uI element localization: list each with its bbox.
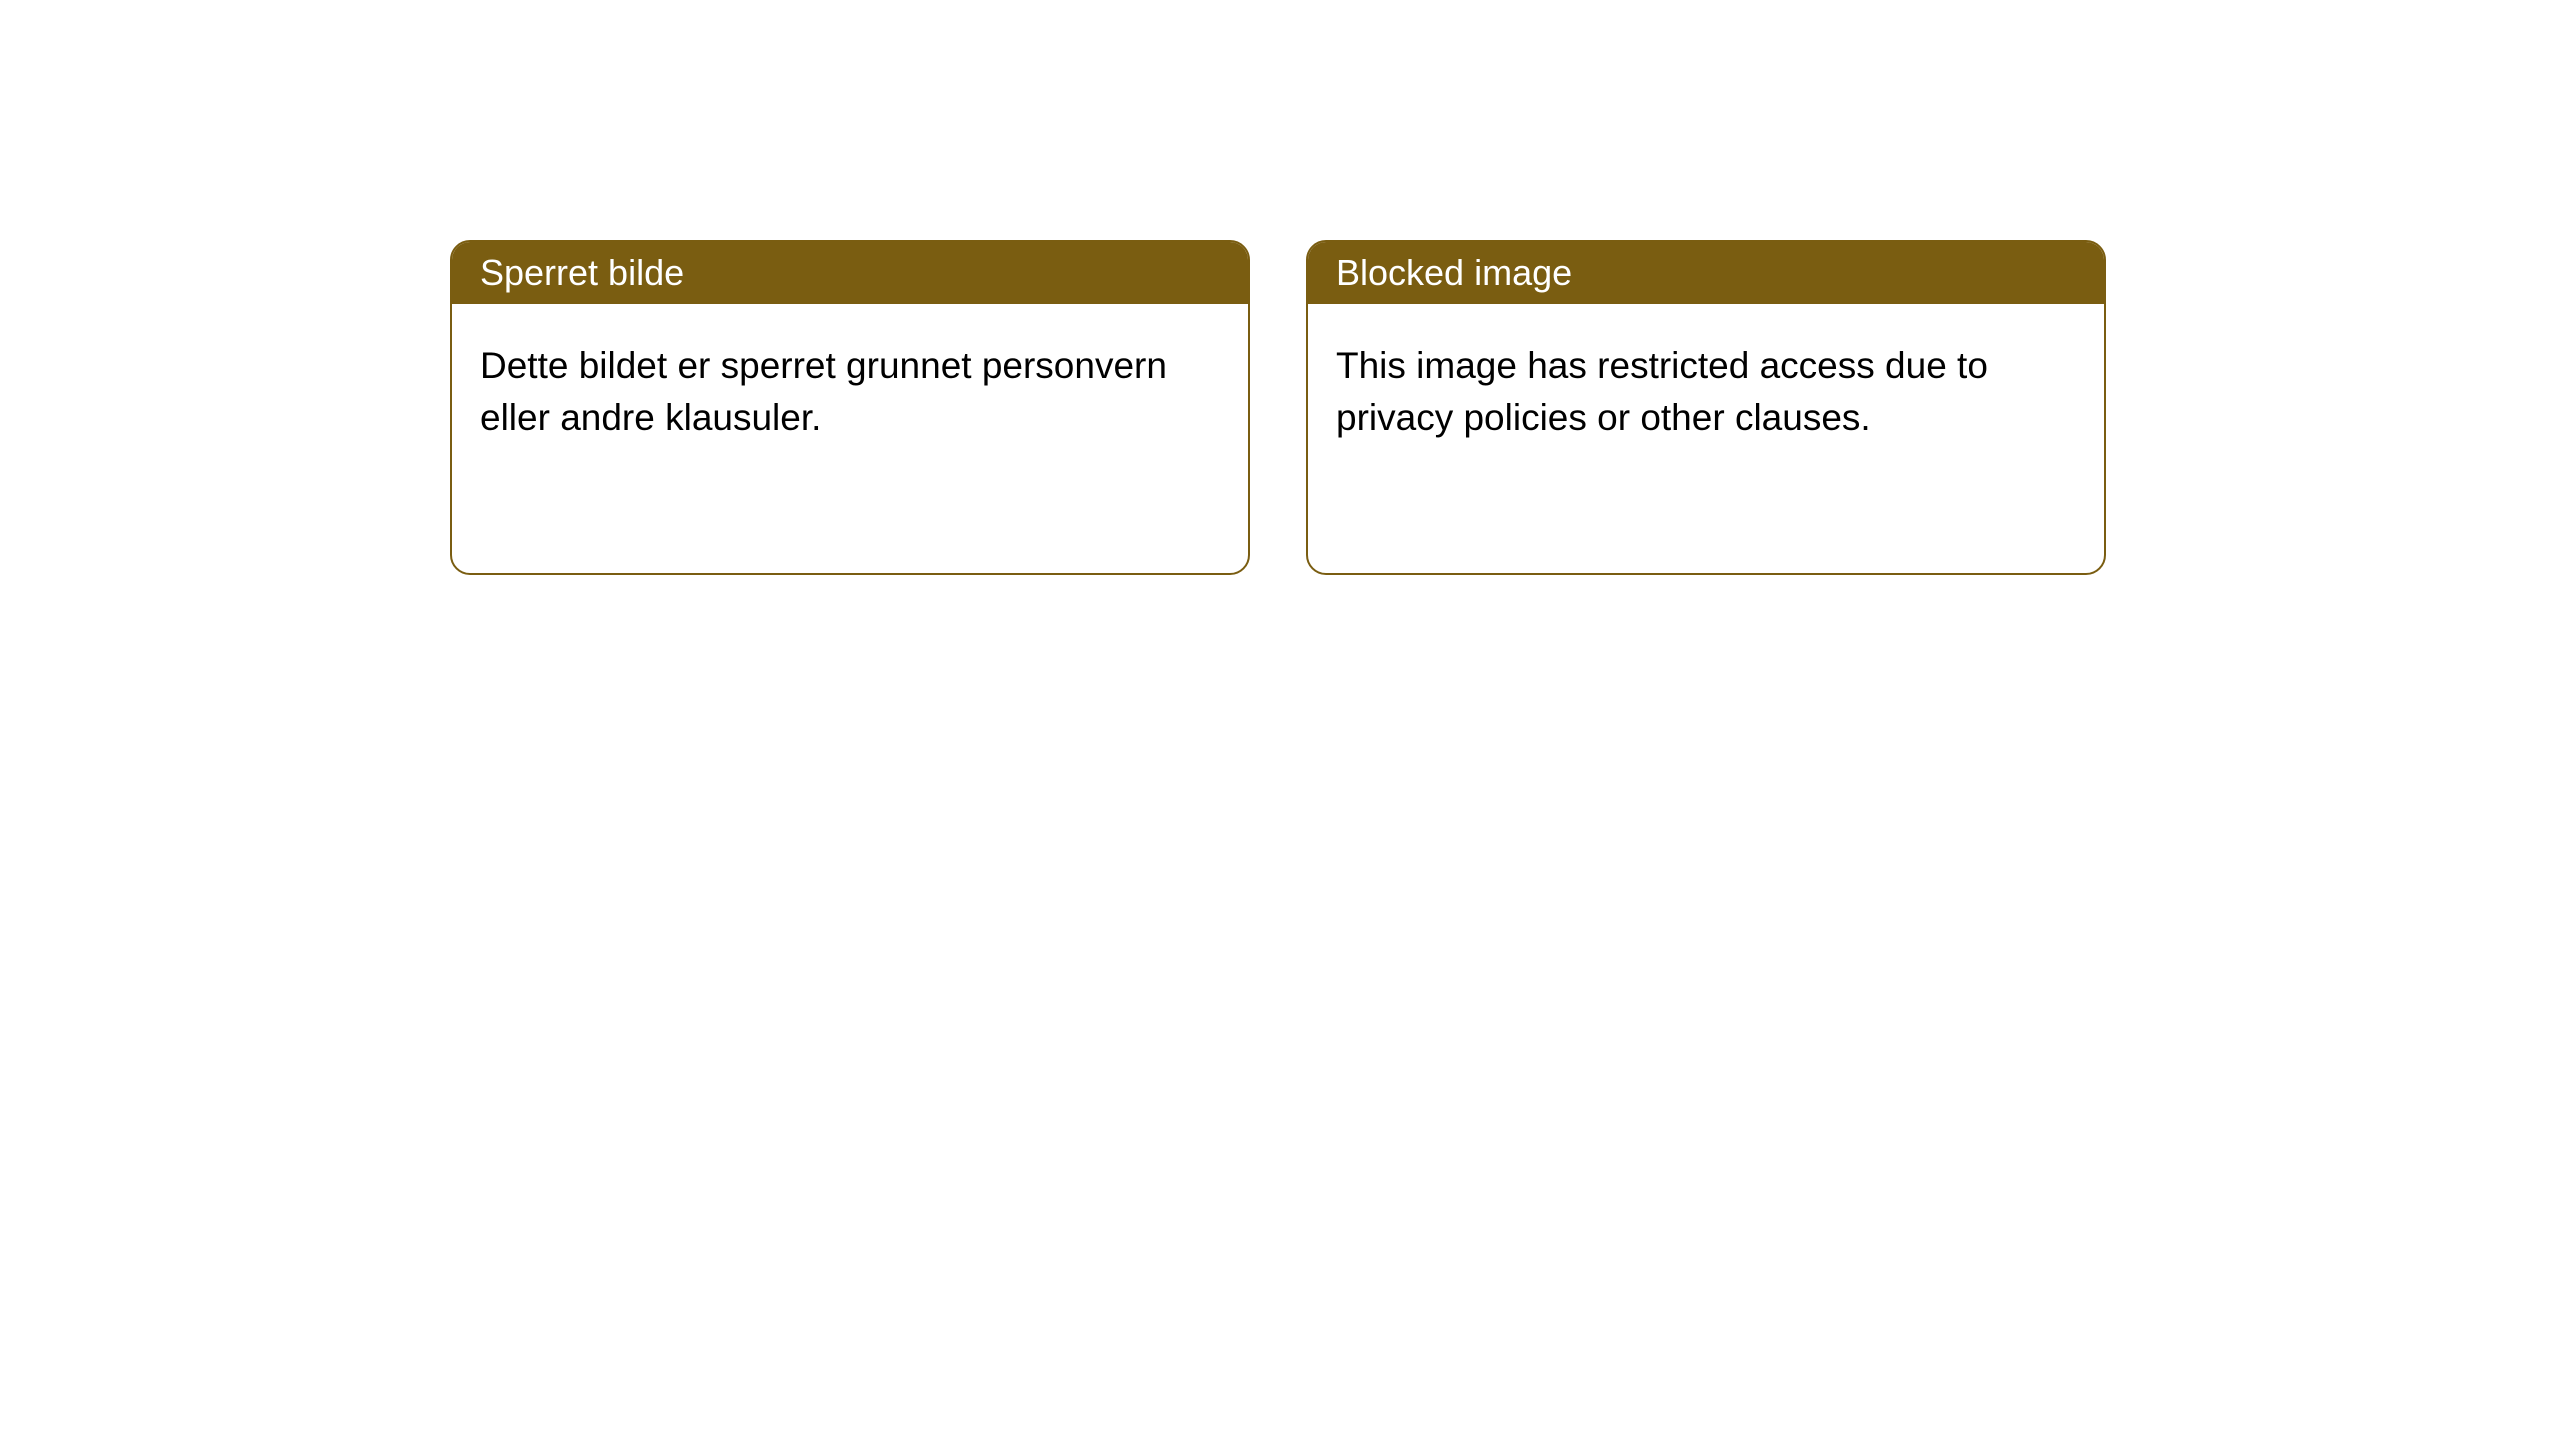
card-body: This image has restricted access due to … — [1308, 304, 2104, 480]
blocked-image-card-no: Sperret bilde Dette bildet er sperret gr… — [450, 240, 1250, 575]
cards-container: Sperret bilde Dette bildet er sperret gr… — [0, 0, 2560, 575]
card-header: Blocked image — [1308, 242, 2104, 304]
card-title: Sperret bilde — [480, 252, 684, 293]
blocked-image-card-en: Blocked image This image has restricted … — [1306, 240, 2106, 575]
card-body: Dette bildet er sperret grunnet personve… — [452, 304, 1248, 480]
card-body-text: This image has restricted access due to … — [1336, 345, 1988, 438]
card-header: Sperret bilde — [452, 242, 1248, 304]
card-body-text: Dette bildet er sperret grunnet personve… — [480, 345, 1167, 438]
card-title: Blocked image — [1336, 252, 1572, 293]
